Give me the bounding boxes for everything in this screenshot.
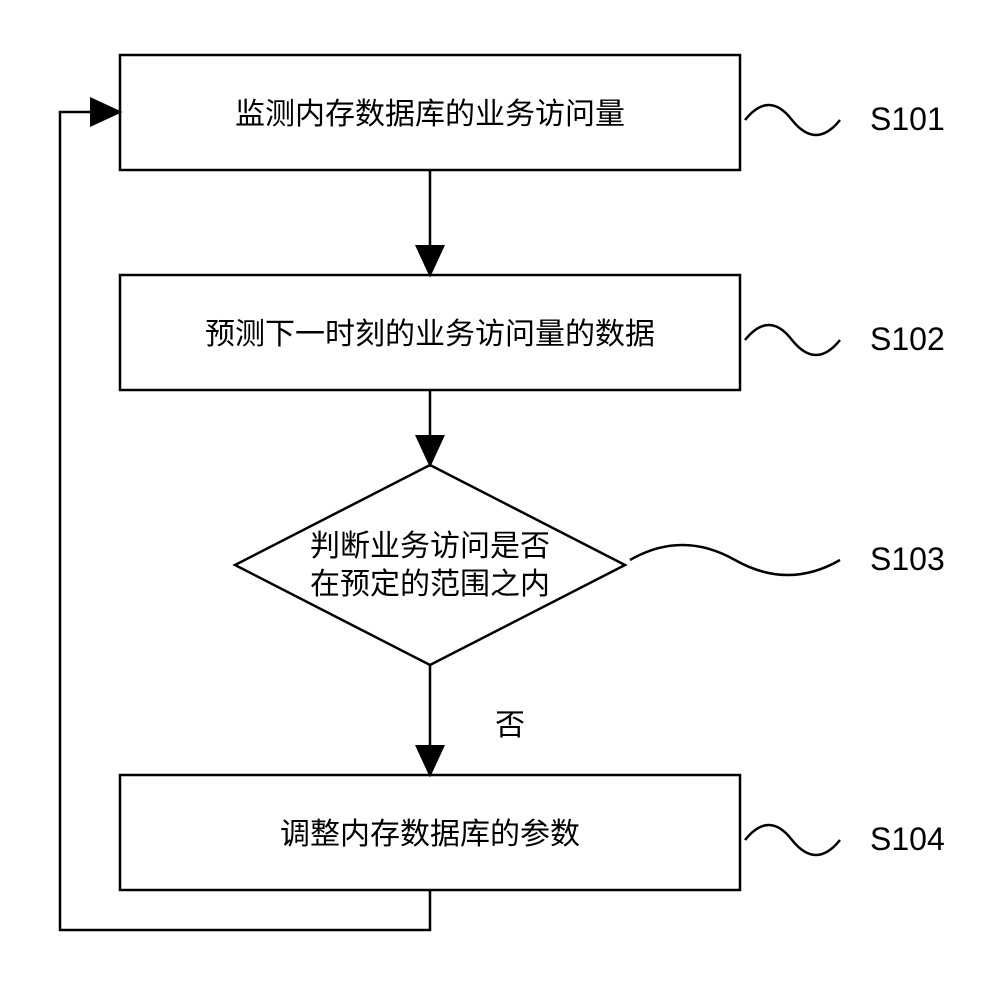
connector-s103 (630, 545, 840, 575)
connector-s101 (745, 105, 840, 135)
node-adjust-text: 调整内存数据库的参数 (280, 818, 580, 851)
connector-s102 (745, 325, 840, 355)
node-decision-text-line1: 判断业务访问是否 (310, 530, 550, 563)
node-decision-diamond (235, 465, 625, 665)
label-s104: S104 (870, 821, 945, 857)
label-s103: S103 (870, 541, 945, 577)
connector-s104 (745, 825, 840, 855)
flowchart-svg: 监测内存数据库的业务访问量 预测下一时刻的业务访问量的数据 判断业务访问是否 在… (0, 0, 1000, 989)
edge-n3-n4-label: 否 (495, 709, 525, 742)
node-predict-text: 预测下一时刻的业务访问量的数据 (205, 318, 655, 351)
node-monitor-text: 监测内存数据库的业务访问量 (235, 98, 625, 131)
node-decision-text-line2: 在预定的范围之内 (310, 568, 550, 601)
label-s101: S101 (870, 101, 945, 137)
edge-n4-n1-loop (60, 112, 430, 930)
label-s102: S102 (870, 321, 945, 357)
